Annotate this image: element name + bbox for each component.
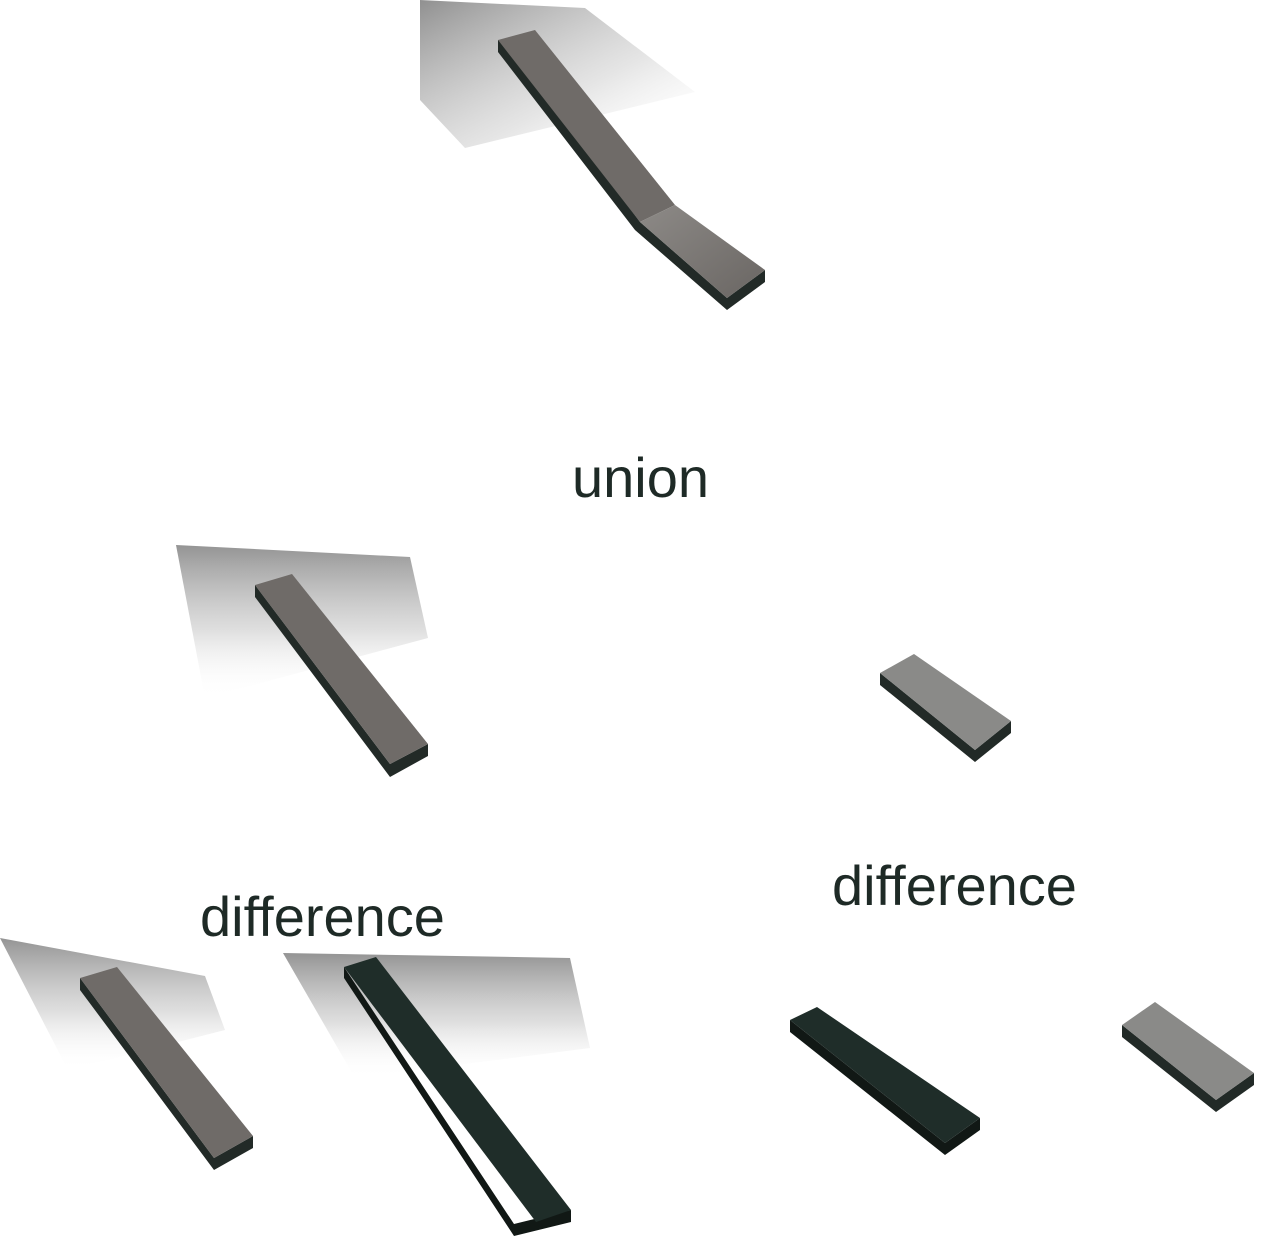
bottom-right-light-block-top <box>1122 1002 1254 1100</box>
union-result-group <box>420 0 765 310</box>
union-result-bar-top-lower <box>640 205 765 298</box>
middle-right-block-group <box>880 654 1011 762</box>
bottom-center-bar-group <box>283 953 590 1236</box>
difference-label-right: difference <box>832 854 1077 917</box>
bottom-right-dark-bar-side <box>790 1020 980 1155</box>
bottom-right-dark-bar-top <box>790 1007 980 1143</box>
bottom-right-light-block-group <box>1122 1002 1254 1112</box>
middle-left-bar-group <box>176 545 428 777</box>
middle-left-bar-side <box>255 585 428 777</box>
difference-label-left: difference <box>200 885 445 948</box>
bottom-left-bar-group <box>0 938 253 1170</box>
bottom-center-bar-top <box>344 957 571 1222</box>
bottom-left-bar-top <box>80 967 253 1158</box>
middle-left-bar-top <box>255 574 428 764</box>
union-result-bar-top-upper <box>498 30 675 222</box>
bottom-right-dark-bar-group <box>790 1007 980 1155</box>
middle-right-block-top <box>880 654 1011 750</box>
union-label: union <box>572 446 709 509</box>
bottom-left-bar-side <box>80 978 253 1170</box>
